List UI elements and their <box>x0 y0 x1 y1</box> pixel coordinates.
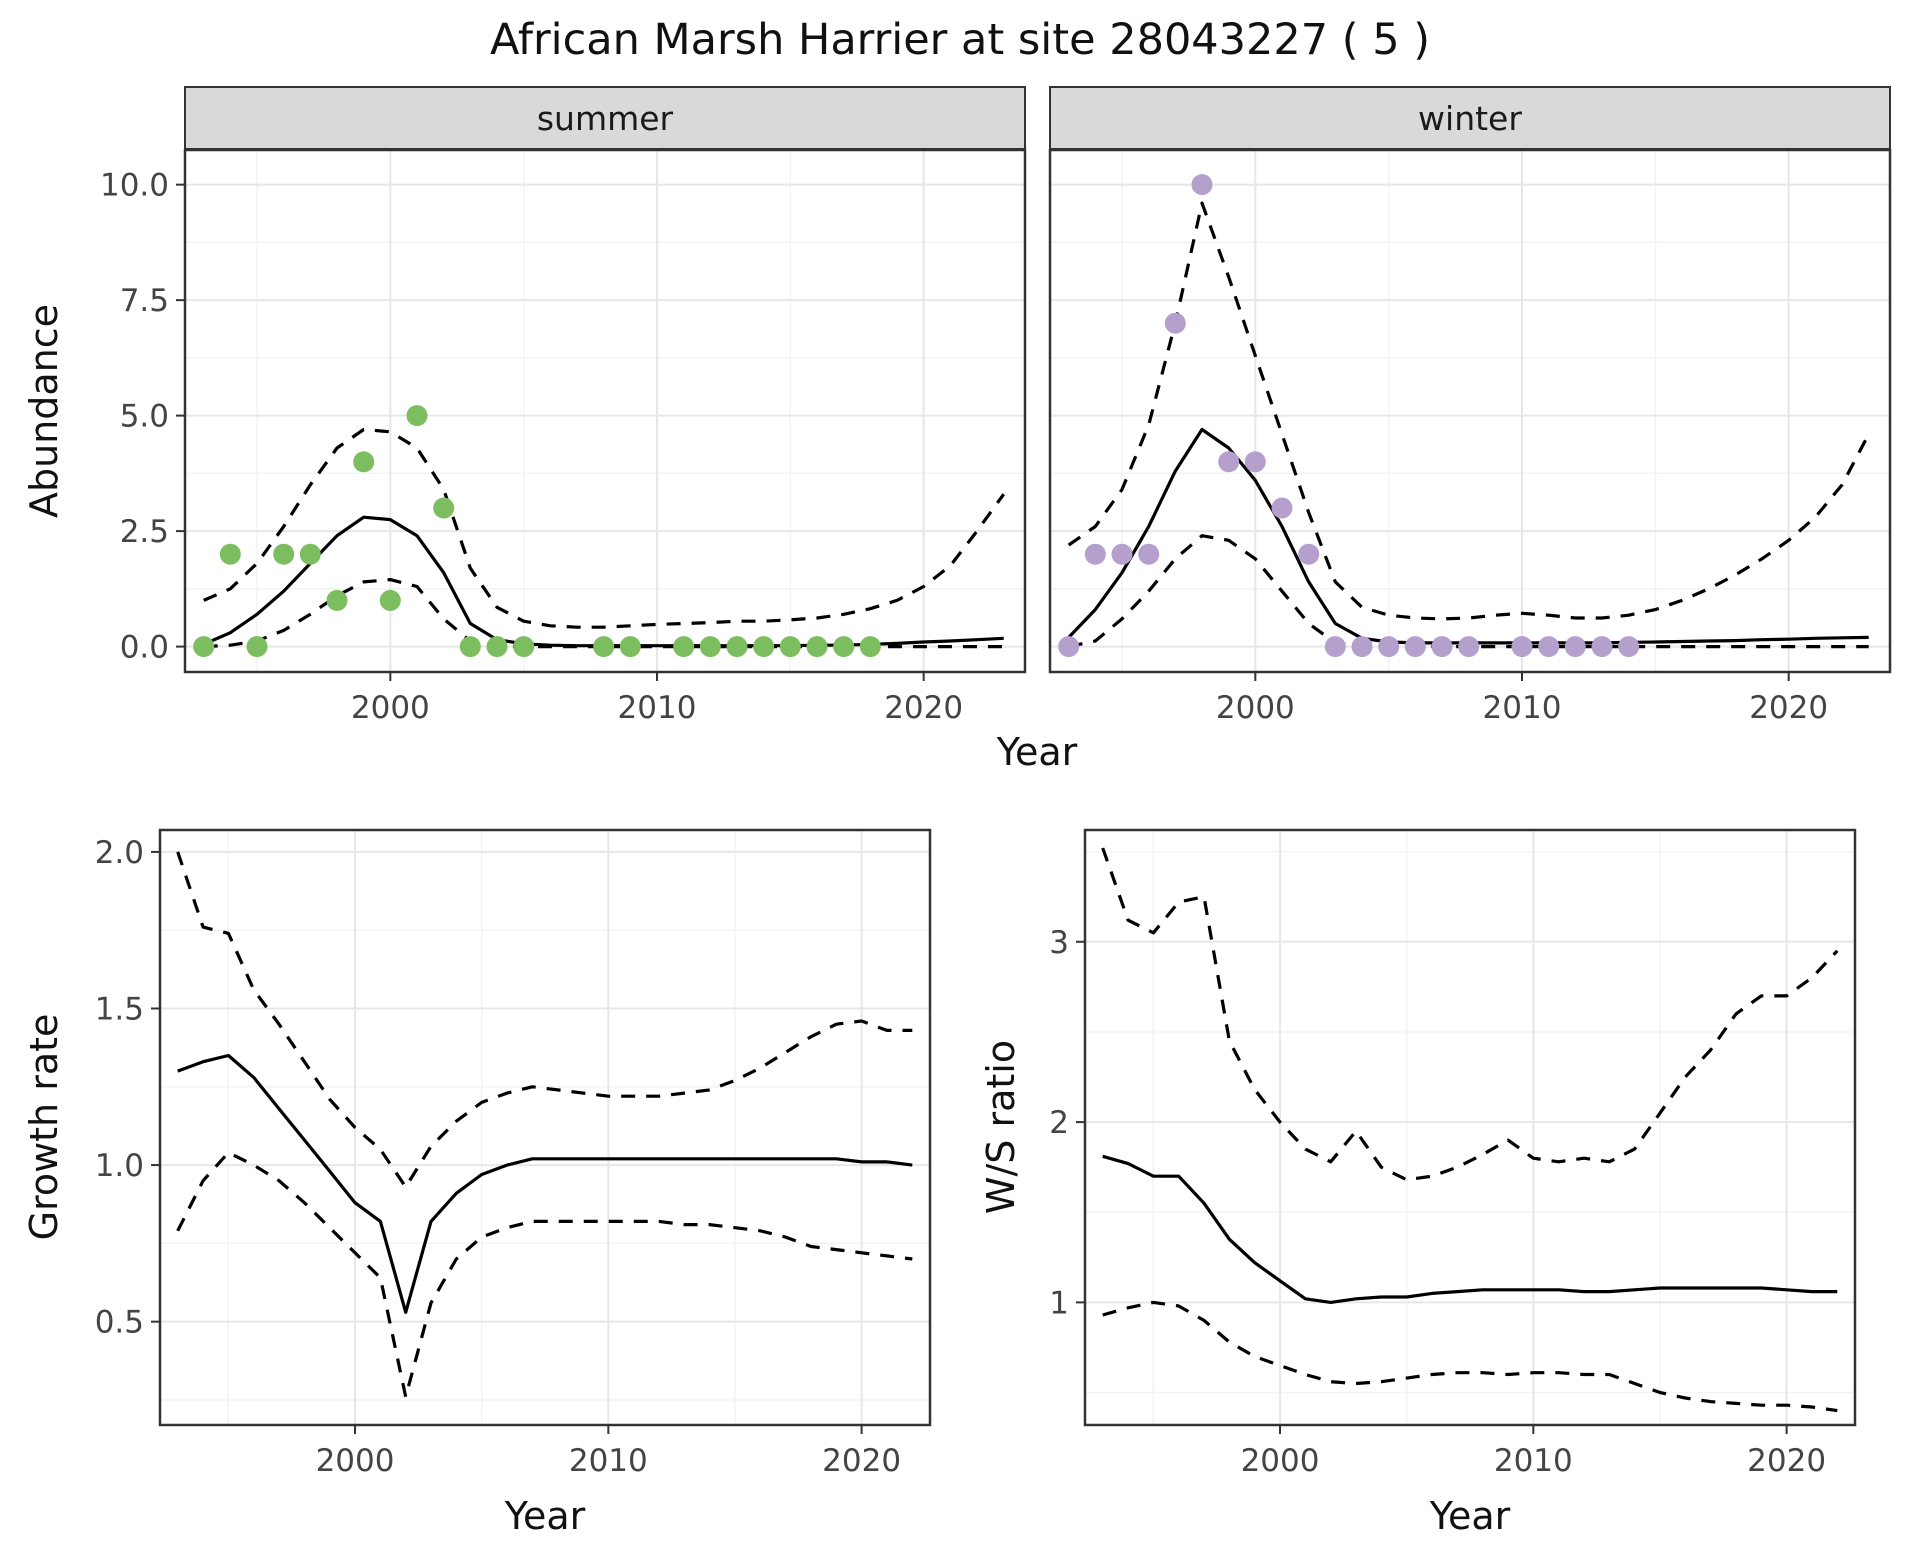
svg-text:5.0: 5.0 <box>120 399 169 435</box>
svg-text:2010: 2010 <box>569 1443 648 1479</box>
x-axis-label-year-growth: Year <box>504 1494 586 1538</box>
facet-strip-winter: winter <box>1049 86 1891 150</box>
svg-text:10.0: 10.0 <box>100 168 169 204</box>
svg-text:2020: 2020 <box>1749 690 1828 726</box>
y-axis-label-abundance: Abundance <box>22 303 66 519</box>
svg-text:2020: 2020 <box>822 1443 901 1479</box>
svg-text:2010: 2010 <box>618 690 697 726</box>
y-axis-label-growth-rate: Growth rate <box>22 1013 66 1241</box>
facet-strip-summer: summer <box>184 86 1026 150</box>
svg-text:2000: 2000 <box>351 690 430 726</box>
svg-text:0.0: 0.0 <box>120 630 169 666</box>
plot-title: African Marsh Harrier at site 28043227 (… <box>489 15 1431 65</box>
ws-ratio-panel: 2000 2010 2020 1 2 3 <box>1049 828 1857 1479</box>
x-axis-label-year-top: Year <box>996 730 1078 774</box>
svg-text:2.5: 2.5 <box>120 514 169 550</box>
svg-text:1.5: 1.5 <box>95 992 144 1028</box>
x-axis-label-year-ws: Year <box>1429 1494 1511 1538</box>
svg-text:2000: 2000 <box>1241 1443 1320 1479</box>
svg-text:7.5: 7.5 <box>120 283 169 319</box>
svg-text:2000: 2000 <box>1216 690 1295 726</box>
y-axis-label-ws-ratio: W/S ratio <box>979 1039 1023 1215</box>
svg-text:2020: 2020 <box>1747 1443 1826 1479</box>
svg-text:2020: 2020 <box>884 690 963 726</box>
growth-rate-panel: 2000 2010 2020 0.5 1.0 1.5 2.0 <box>95 828 932 1479</box>
abundance-winter-panel: 2000 2010 2020 <box>1048 148 1892 726</box>
svg-text:2010: 2010 <box>1494 1443 1573 1479</box>
svg-text:1: 1 <box>1049 1285 1069 1321</box>
svg-text:1.0: 1.0 <box>95 1148 144 1184</box>
svg-text:0.5: 0.5 <box>95 1305 144 1341</box>
abundance-summer-panel: 2000 2010 2020 0.0 2.5 5.0 7.5 10.0 <box>100 148 1027 726</box>
svg-text:2.0: 2.0 <box>95 835 144 871</box>
svg-text:2: 2 <box>1049 1105 1069 1141</box>
svg-text:3: 3 <box>1049 925 1069 961</box>
svg-text:2000: 2000 <box>316 1443 395 1479</box>
svg-text:2010: 2010 <box>1483 690 1562 726</box>
